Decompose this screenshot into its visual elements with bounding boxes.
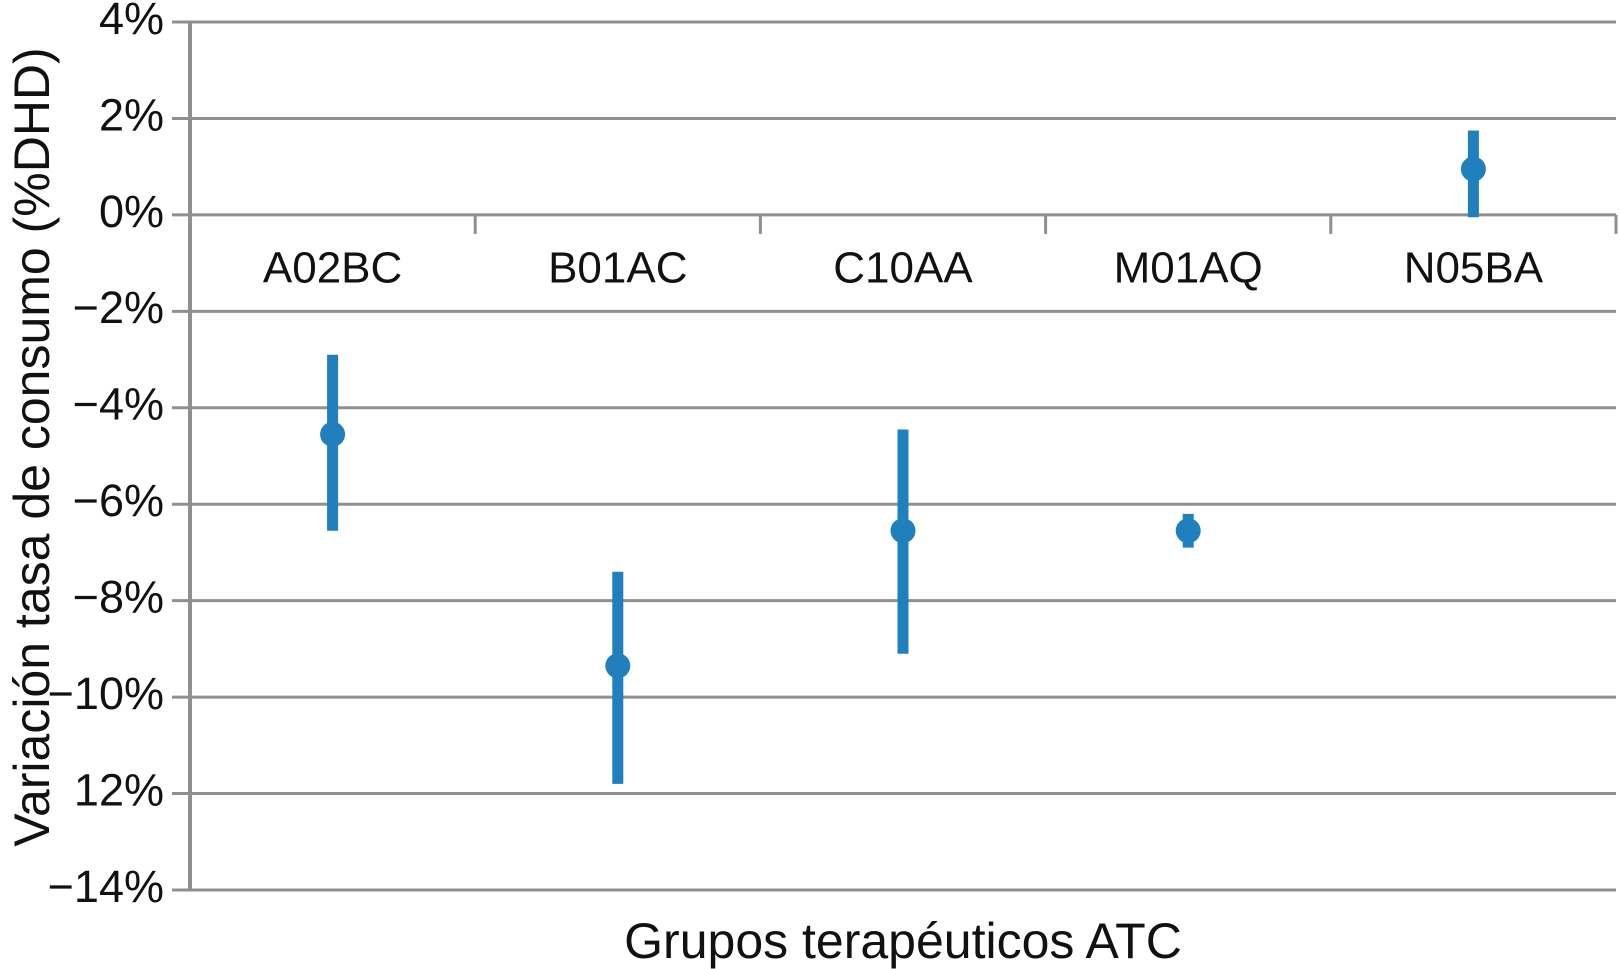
x-axis-title: Grupos terapéuticos ATC [624, 913, 1182, 969]
x-category-label: A02BC [263, 244, 402, 293]
x-category-label: N05BA [1404, 244, 1544, 293]
data-point-marker [320, 421, 346, 447]
x-category-label: C10AA [833, 244, 973, 293]
y-tick-label: 12% [74, 764, 164, 815]
x-category-label: B01AC [548, 244, 687, 293]
y-tick-label: −6% [73, 475, 164, 526]
y-tick-label: −8% [73, 572, 164, 623]
data-point-marker [890, 518, 916, 544]
y-tick-label: −2% [73, 282, 164, 333]
y-tick-label: 0% [99, 186, 164, 237]
y-tick-label: 2% [99, 89, 164, 140]
y-tick-label: 4% [99, 0, 164, 44]
data-point-marker [1460, 156, 1486, 182]
y-tick-label: −10% [48, 668, 164, 719]
data-point-marker [605, 653, 631, 679]
y-axis-title: Variación tasa de consumo (%DHD) [4, 47, 60, 847]
y-tick-label: −4% [73, 379, 164, 430]
y-tick-label: −14% [48, 861, 164, 912]
data-point-marker [1175, 518, 1201, 544]
x-category-label: M01AQ [1114, 244, 1263, 293]
